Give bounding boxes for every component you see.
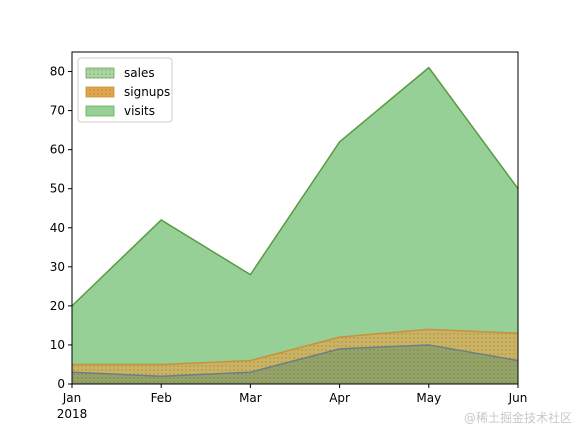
legend-label-visits: visits — [124, 104, 155, 118]
x-tick-label: Mar — [239, 391, 262, 405]
x-tick-label: Jun — [508, 391, 528, 405]
x-tick-label: Jan — [62, 391, 82, 405]
y-tick-label: 0 — [57, 377, 65, 391]
y-tick-label: 70 — [50, 104, 65, 118]
watermark-text: @稀土掘金技术社区 — [463, 411, 572, 425]
x-year-label: 2018 — [57, 407, 88, 421]
y-tick-label: 50 — [50, 182, 65, 196]
legend-swatch-visits — [85, 105, 115, 117]
y-tick-label: 20 — [50, 299, 65, 313]
legend-label-signups: signups — [124, 85, 170, 99]
y-axis: 0 10 20 30 40 50 60 70 80 — [50, 65, 72, 391]
line-visits — [71, 66, 519, 307]
legend-swatch-signups-hatch — [86, 87, 114, 97]
x-axis: Jan Feb Mar Apr May Jun 2018 — [57, 384, 528, 421]
area-sales-hatch — [72, 344, 518, 384]
y-tick-label: 30 — [50, 260, 65, 274]
line-sales — [71, 344, 519, 377]
line-signups — [72, 328, 519, 366]
legend-swatch-sales-hatch — [86, 68, 114, 78]
area-visits — [72, 67, 518, 384]
x-tick-label: Apr — [329, 391, 350, 405]
legend: sales signups visits — [77, 57, 173, 123]
plot-frame — [71, 51, 519, 385]
y-tick-label: 40 — [50, 221, 65, 235]
y-tick-label: 80 — [50, 65, 65, 79]
plot-area — [71, 66, 519, 384]
y-tick-label: 60 — [50, 143, 65, 157]
y-tick-label: 10 — [50, 338, 65, 352]
x-tick-label: May — [416, 391, 441, 405]
legend-label-sales: sales — [124, 66, 155, 80]
x-tick-label: Feb — [151, 391, 172, 405]
